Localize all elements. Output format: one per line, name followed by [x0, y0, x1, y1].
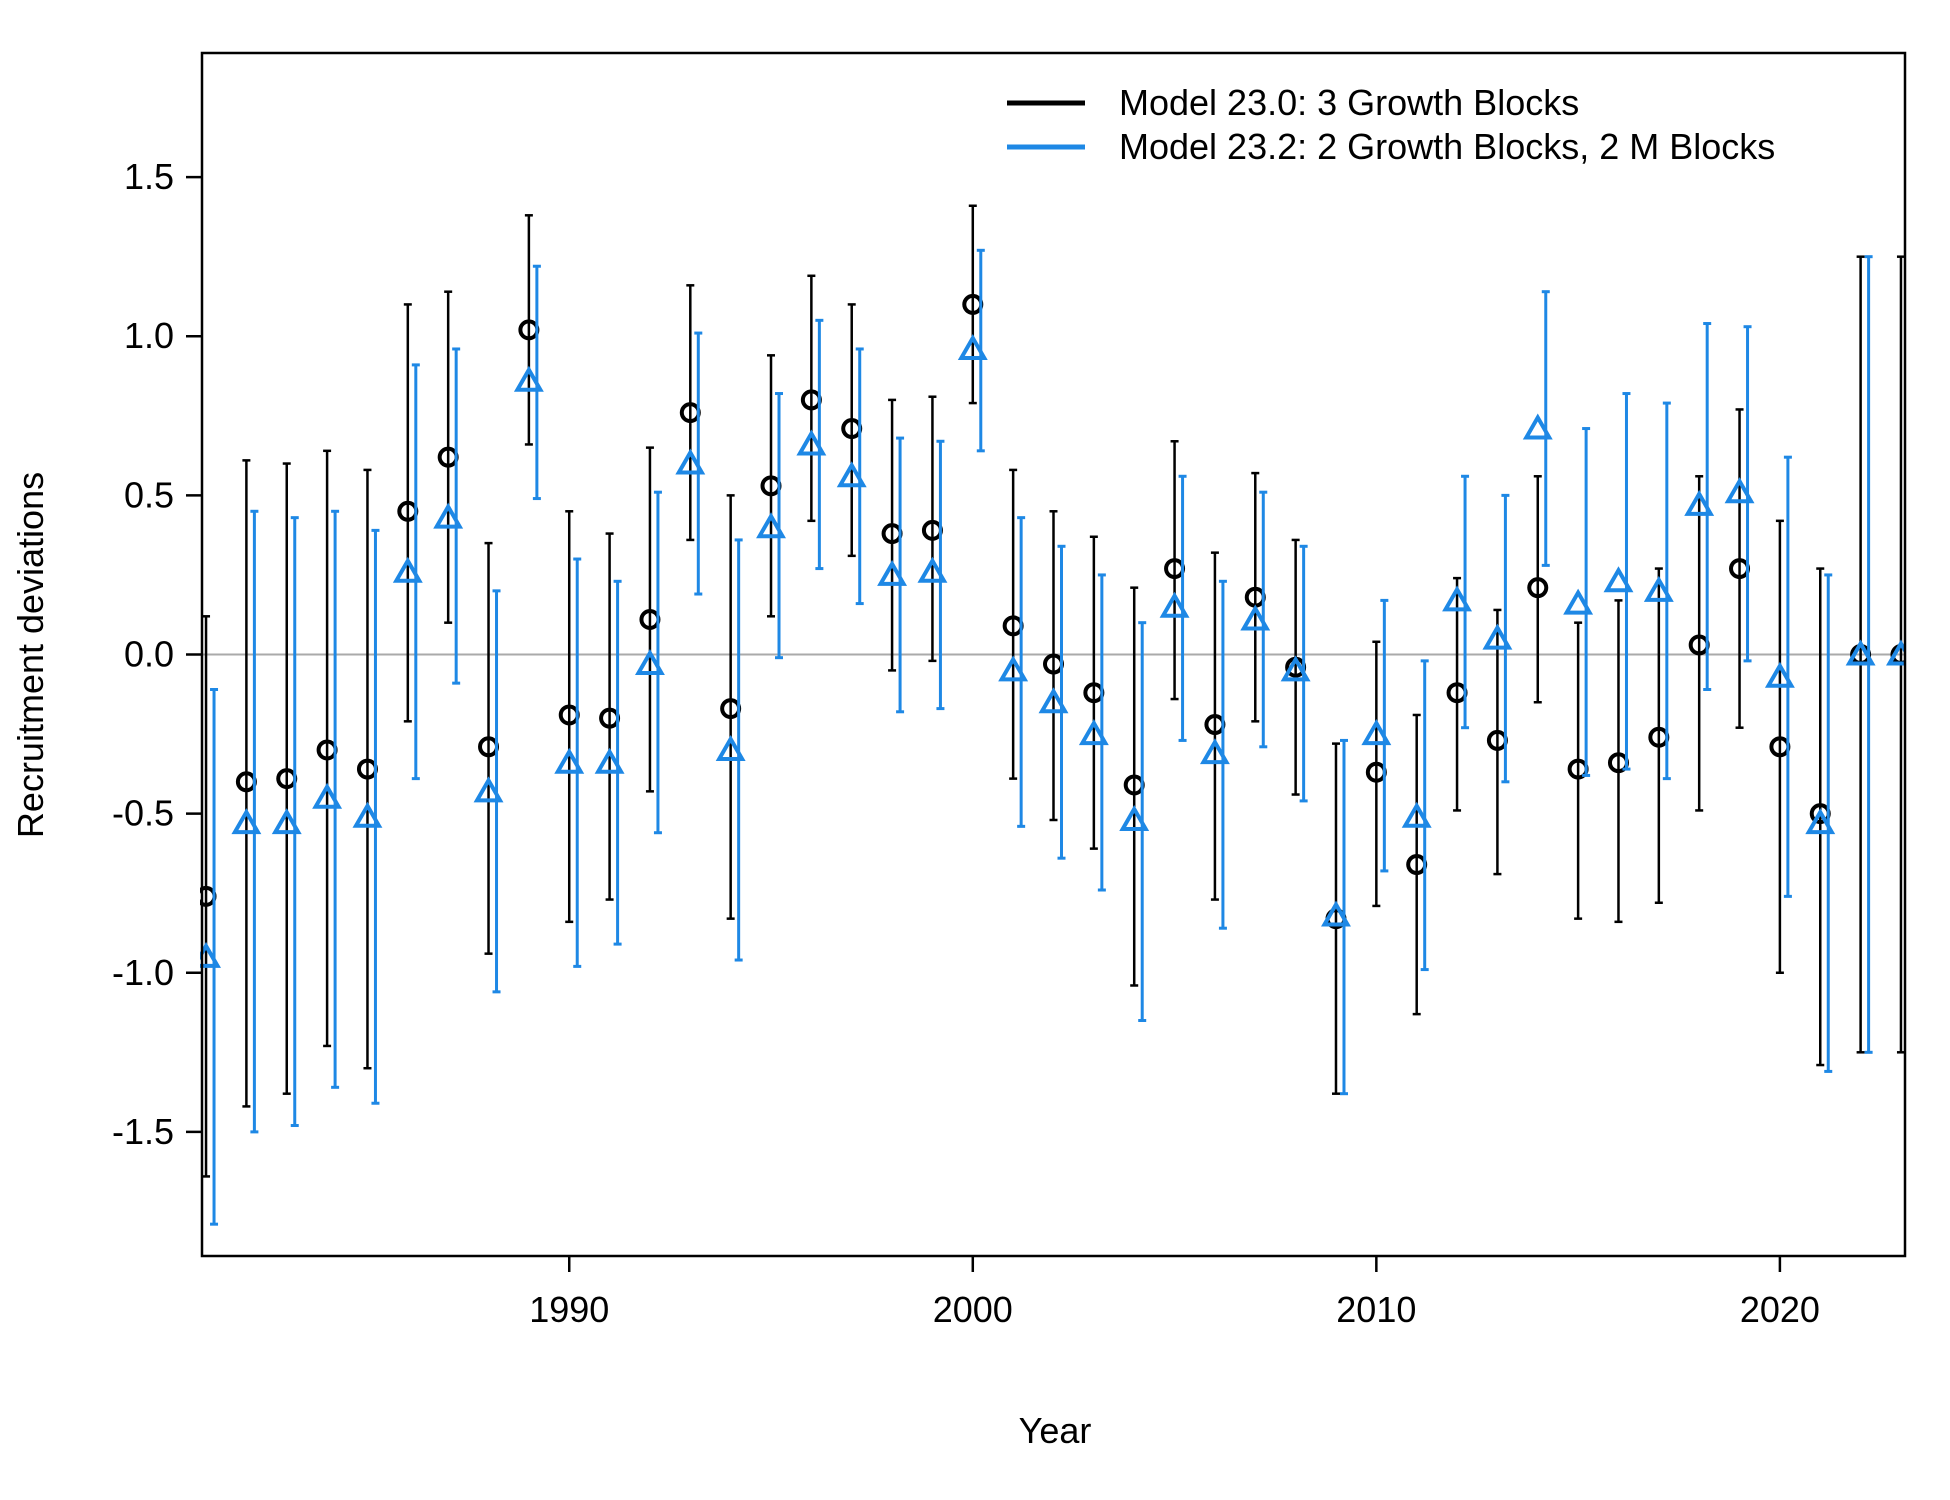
y-tick-label: -0.5: [112, 793, 174, 834]
y-tick-label: 1.5: [124, 156, 174, 197]
data-point: [473, 776, 504, 803]
y-axis-title: Recruitment deviations: [10, 472, 51, 838]
data-point: [836, 461, 867, 488]
data-point: [1119, 804, 1150, 831]
data-point: [1280, 655, 1311, 682]
y-tick-label: 1.0: [124, 315, 174, 356]
data-point: [1321, 900, 1351, 927]
legend-label-2: Model 23.2: 2 Growth Blocks, 2 M Blocks: [1119, 126, 1775, 167]
data-point: [1482, 623, 1513, 650]
x-tick-label: 1990: [529, 1289, 609, 1330]
x-tick-label: 2020: [1740, 1289, 1820, 1330]
data-point: [352, 801, 383, 828]
data-point: [715, 734, 746, 761]
data-point: [675, 448, 706, 475]
x-tick-label: 2000: [933, 1289, 1013, 1330]
legend-label-1: Model 23.0: 3 Growth Blocks: [1119, 82, 1579, 123]
y-tick-label: -1.0: [112, 952, 174, 993]
series-2: [200, 248, 1905, 1226]
data-point: [433, 502, 464, 529]
series-layer: [200, 204, 1905, 1226]
data-point: [200, 941, 221, 968]
data-point: [312, 782, 343, 809]
data-point: [1159, 591, 1190, 618]
data-point: [1078, 719, 1109, 746]
data-point: [634, 649, 665, 676]
data-point: [1527, 577, 1549, 599]
data-point: [271, 808, 302, 835]
x-axis-title: Year: [1019, 1410, 1092, 1451]
y-tick-label: 0.5: [124, 474, 174, 515]
data-point: [513, 365, 544, 392]
data-point: [1805, 808, 1836, 835]
data-point: [392, 556, 423, 583]
data-point: [917, 556, 948, 583]
data-point: [1401, 801, 1432, 828]
data-point: [877, 559, 908, 586]
data-point: [1038, 687, 1069, 714]
data-point: [1845, 639, 1876, 666]
data-point: [1603, 566, 1634, 593]
data-point: [231, 808, 262, 835]
data-point: [1764, 661, 1795, 688]
data-point: [1563, 588, 1594, 615]
data-point: [1684, 489, 1715, 516]
data-point: [594, 747, 625, 774]
series-1: [200, 204, 1905, 1178]
data-point: [1240, 604, 1271, 631]
data-point: [1522, 413, 1553, 440]
data-point: [1442, 585, 1473, 612]
y-tick-label: 0.0: [124, 634, 174, 675]
data-point: [1724, 477, 1755, 504]
data-point: [756, 512, 786, 539]
data-point: [998, 655, 1029, 682]
data-point: [796, 429, 827, 456]
data-point: [554, 747, 585, 774]
data-point: [1886, 639, 1905, 666]
data-point: [957, 333, 988, 360]
x-tick-label: 2010: [1336, 1289, 1416, 1330]
data-point: [1361, 719, 1392, 746]
data-point: [1199, 738, 1230, 765]
data-point: [1643, 575, 1674, 602]
axes-layer: -1.5 -1.0 -0.5 0.0 0.5 1.0 1.5 1990 2000 2010 2020: [112, 156, 1820, 1330]
y-tick-label: -1.5: [112, 1111, 174, 1152]
